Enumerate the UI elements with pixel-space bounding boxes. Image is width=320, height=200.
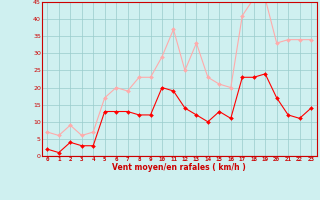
X-axis label: Vent moyen/en rafales ( km/h ): Vent moyen/en rafales ( km/h ) <box>112 163 246 172</box>
